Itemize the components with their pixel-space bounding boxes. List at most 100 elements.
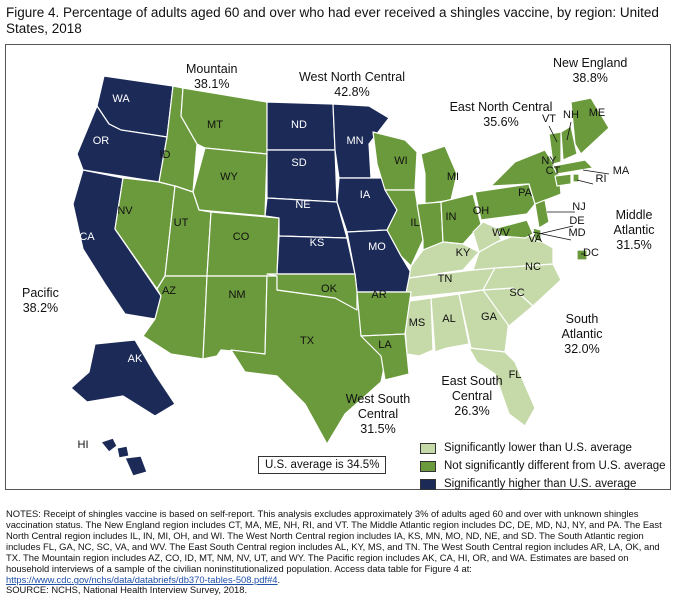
state-label-nd: ND (291, 119, 307, 131)
state-label-oh: OH (473, 205, 490, 217)
state-label-nj: NJ (572, 201, 585, 213)
state-label-tx: TX (300, 335, 315, 347)
figure-title: Figure 4. Percentage of adults aged 60 a… (6, 5, 659, 36)
region-label-east-south-central: East South Central 26.3% (441, 374, 503, 418)
state-wy (192, 147, 268, 217)
leader-line (566, 121, 572, 141)
state-label-ri: RI (596, 173, 607, 185)
legend-item-not-different: Not significantly different from U.S. av… (420, 458, 666, 474)
state-label-vt: VT (542, 113, 556, 125)
state-label-nm: NM (228, 289, 245, 301)
state-hi (100, 437, 148, 477)
state-oh (440, 193, 482, 245)
source: SOURCE: NCHS, National Health Interview … (6, 584, 248, 595)
leader-line (532, 231, 572, 241)
state-va (472, 231, 554, 271)
state-ri (572, 173, 580, 183)
state-fl (468, 347, 536, 427)
state-al (430, 293, 470, 353)
state-nj (534, 199, 550, 229)
state-label-al: AL (442, 313, 455, 325)
state-label-md: MD (568, 227, 585, 239)
state-il (384, 189, 424, 267)
region-label-south-atlantic: South Atlantic 32.0% (561, 312, 603, 356)
state-de (532, 227, 542, 243)
state-label-mi: MI (447, 171, 459, 183)
state-label-pa: PA (518, 187, 533, 199)
state-label-ga: GA (481, 311, 498, 323)
state-label-sc: SC (509, 287, 524, 299)
state-ma (552, 159, 594, 175)
state-label-ny: NY (541, 155, 557, 167)
state-label-de: DE (569, 215, 584, 227)
data-table-link[interactable]: https://www.cdc.gov/nchs/data/databriefs… (6, 574, 278, 585)
state-la (360, 333, 410, 381)
state-label-az: AZ (162, 285, 176, 297)
state-label-ak: AK (128, 353, 143, 365)
legend-swatch-not-different (420, 460, 436, 472)
legend-swatch-higher (420, 478, 436, 490)
region-label-middle-atlantic: Middle Atlantic 31.5% (613, 208, 655, 252)
state-label-in: IN (446, 211, 457, 223)
state-label-sd: SD (291, 157, 306, 169)
state-label-ky: KY (456, 247, 471, 259)
state-label-id: ID (160, 149, 171, 161)
state-nh (560, 125, 578, 161)
state-label-nc: NC (525, 261, 541, 273)
state-label-me: ME (589, 107, 606, 119)
state-label-mo: MO (368, 241, 386, 253)
state-ct (554, 173, 572, 187)
state-label-mt: MT (207, 119, 223, 131)
state-label-nh: NH (563, 109, 579, 121)
state-label-ma: MA (613, 165, 630, 177)
state-label-il: IL (410, 217, 419, 229)
state-ok (266, 273, 358, 311)
region-value-west-north-central: 42.8% (334, 85, 370, 99)
notes: NOTES: Receipt of shingles vaccine is ba… (6, 508, 672, 585)
region-label-new-england: New England 38.8% (553, 56, 628, 85)
state-label-va: VA (528, 233, 543, 245)
state-pa (474, 183, 536, 221)
state-label-ks: KS (310, 237, 325, 249)
state-mn (332, 103, 390, 179)
state-label-wy: WY (220, 171, 238, 183)
state-label-ia: IA (360, 189, 371, 201)
state-ga (458, 289, 510, 353)
state-label-dc: DC (583, 247, 599, 259)
legend-item-lower: Significantly lower than U.S. average (420, 440, 666, 456)
us-region-map: WA OR CA AK HI ID MT WY NV UT CO AZ NM ND SD NE KS MN IA MO… (70, 75, 630, 477)
state-label-wa: WA (112, 93, 130, 105)
state-label-co: CO (233, 231, 250, 243)
state-label-mn: MN (346, 135, 363, 147)
state-label-ut: UT (174, 217, 189, 229)
state-label-wi: WI (394, 155, 407, 167)
state-label-ca: CA (79, 231, 95, 243)
state-vt (548, 131, 562, 165)
leader-line (548, 125, 558, 143)
state-co (206, 211, 280, 277)
legend-swatch-lower (420, 442, 436, 454)
notes-link-suffix: . (277, 574, 281, 585)
region-label-pacific: Pacific 38.2% (22, 286, 59, 315)
leader-line (538, 225, 574, 235)
state-label-nv: NV (117, 205, 133, 217)
notes-text: NOTES: Receipt of shingles vaccine is ba… (6, 508, 662, 574)
state-label-ms: MS (409, 317, 426, 329)
legend-label-not-different: Not significantly different from U.S. av… (444, 460, 666, 472)
map-frame (5, 44, 671, 490)
leader-line (576, 179, 594, 185)
state-label-ok: OK (321, 283, 338, 295)
state-label-tn: TN (438, 273, 453, 285)
state-label-ne: NE (295, 199, 310, 211)
state-label-hi: HI (78, 439, 89, 451)
legend-item-higher: Significantly higher than U.S. average (420, 476, 666, 492)
state-label-la: LA (378, 339, 392, 351)
legend: Significantly lower than U.S. average No… (420, 440, 666, 494)
legend-label-higher: Significantly higher than U.S. average (444, 478, 637, 490)
state-label-wv: WV (492, 227, 510, 239)
legend-label-lower: Significantly lower than U.S. average (444, 442, 632, 454)
state-label-ar: AR (371, 289, 386, 301)
leader-line (582, 169, 610, 175)
region-label-mountain: Mountain 38.1% (186, 62, 238, 91)
state-ak (70, 339, 176, 417)
